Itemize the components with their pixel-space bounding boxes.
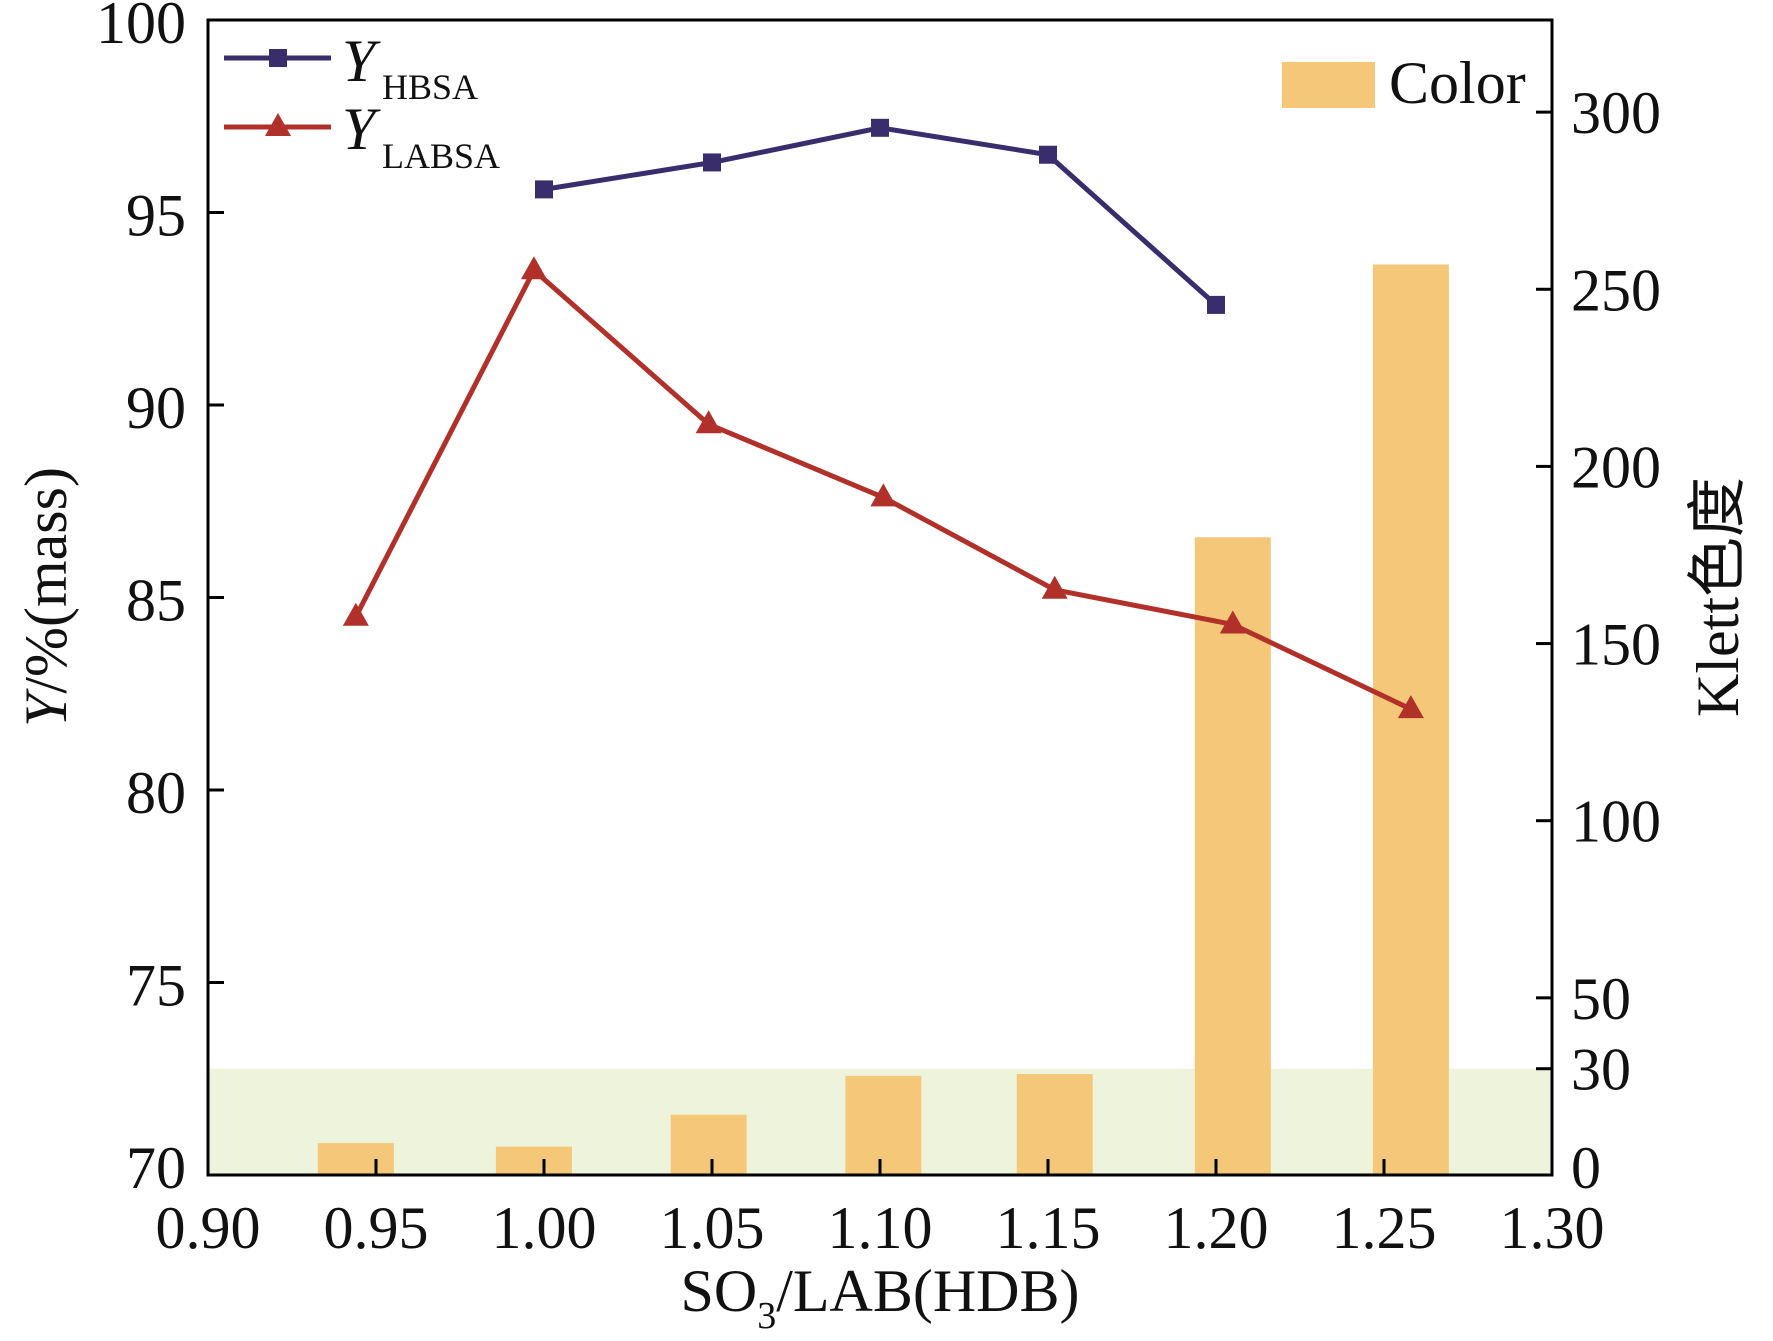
legend-color-label: Color: [1389, 50, 1526, 116]
y-right-tick-label-5: 200: [1571, 434, 1661, 500]
y-right-tick-label-0: 0: [1571, 1135, 1601, 1201]
y-left-tick-label-5: 95: [126, 183, 186, 249]
y-left-tick-label-0: 70: [126, 1135, 186, 1201]
x-tick-label-3: 1.05: [660, 1195, 765, 1261]
labsa-point-0: [342, 602, 369, 626]
x-tick-label-1: 0.95: [324, 1195, 429, 1261]
legend-hbsa-subscript: HBSA: [382, 67, 478, 107]
color-bar-0: [317, 1143, 394, 1175]
x-tick-label-0: 0.90: [156, 1195, 261, 1261]
color-bar-2: [670, 1114, 747, 1175]
legend-labsa: Y LABSA: [224, 96, 500, 176]
x-axis-title-main: SO: [680, 1258, 757, 1324]
plot-frame: [206, 18, 1554, 1177]
y-right-axis-title: Klett色度: [1685, 477, 1751, 717]
legend-color-swatch: [1282, 62, 1375, 108]
color-bar-6: [1372, 264, 1449, 1175]
x-tick-label-2: 1.00: [492, 1195, 597, 1261]
hbsa-point-4: [1207, 295, 1225, 314]
x-axis-title-subscript: 3: [757, 1295, 776, 1337]
y-right-tick-label-3: 100: [1571, 789, 1661, 855]
color-bar-3: [845, 1075, 922, 1175]
y-left-tick-label-4: 90: [126, 375, 186, 441]
labsa-point-2: [695, 410, 722, 434]
legend-hbsa-symbol: Y: [342, 28, 381, 94]
bar-layer: [317, 264, 1449, 1175]
y-left-axis-title-rest: /%(mass): [13, 467, 79, 694]
hbsa-point-2: [871, 118, 889, 137]
y-right-tick-label-7: 300: [1571, 80, 1661, 146]
labsa-point-1: [520, 256, 547, 280]
x-axis-title: SO3/LAB(HDB): [680, 1258, 1079, 1337]
labsa-point-5: [1219, 610, 1246, 634]
legend-labsa-triangle-marker: [265, 113, 291, 136]
x-axis-title-rest: /LAB(HDB): [776, 1258, 1079, 1324]
labsa-point-3: [870, 483, 897, 507]
x-tick-label-5: 1.15: [996, 1195, 1101, 1261]
x-tick-label-6: 1.20: [1164, 1195, 1269, 1261]
x-tick-label-4: 1.10: [828, 1195, 933, 1261]
y-right-tick-label-6: 250: [1571, 257, 1661, 323]
labsa-point-6: [1397, 695, 1424, 719]
x-tick-label-7: 1.25: [1332, 1195, 1437, 1261]
hbsa-point-1: [703, 153, 721, 172]
legend-color: Color: [1282, 50, 1526, 116]
labsa-point-4: [1041, 575, 1068, 599]
color-bar-1: [495, 1146, 572, 1175]
y-left-tick-label-3: 85: [126, 568, 186, 634]
hbsa-point-0: [535, 180, 553, 199]
legend-labsa-subscript: LABSA: [382, 136, 500, 176]
legend-hbsa: Y HBSA: [224, 28, 478, 107]
hbsa-point-3: [1039, 145, 1057, 164]
legend-labsa-symbol: Y: [342, 96, 381, 162]
line-layer: [342, 118, 1424, 719]
y-left-tick-label-6: 100: [96, 0, 186, 56]
y-right-tick-label-1: 30: [1571, 1037, 1631, 1103]
x-tick-label-8: 1.30: [1500, 1195, 1605, 1261]
y-right-tick-label-4: 150: [1571, 612, 1661, 678]
y-left-tick-label-1: 75: [126, 953, 186, 1019]
color-bar-5: [1194, 537, 1271, 1175]
tick-layer: 0.90 0.95 1.00 1.05 1.10 1.15 1.20 1.25 1.30 70 75…: [96, 0, 1661, 1261]
color-bar-4: [1016, 1074, 1093, 1175]
y-left-tick-label-2: 80: [126, 760, 186, 826]
legend-hbsa-square-marker: [269, 49, 287, 67]
y-left-axis-title: Y/%(mass): [13, 467, 79, 727]
hbsa-line: [543, 125, 1218, 307]
y-right-tick-label-2: 50: [1571, 966, 1631, 1032]
y-left-axis-title-symbol: Y: [13, 688, 79, 727]
